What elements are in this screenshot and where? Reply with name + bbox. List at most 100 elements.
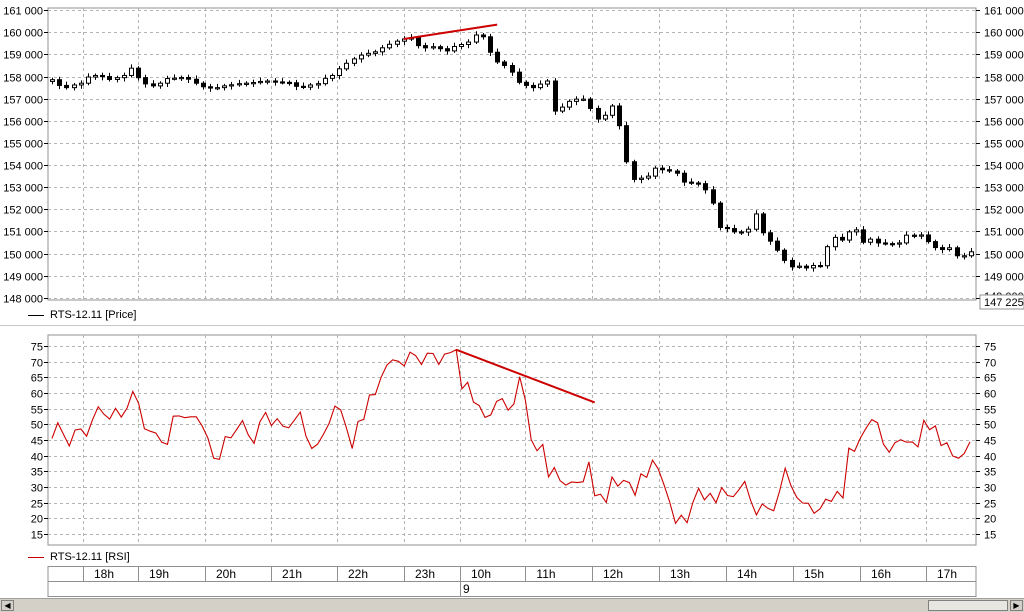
x-tick-label: 16h: [871, 567, 891, 581]
candle-body: [603, 114, 608, 120]
y-tick-label-left: 160 000: [3, 28, 43, 40]
candle-body: [280, 81, 285, 84]
candle-body: [588, 98, 593, 109]
x-tick-label: 14h: [737, 567, 757, 581]
candle-body: [876, 238, 881, 244]
candle-body: [646, 175, 651, 179]
candle-body: [833, 236, 838, 248]
candle-body: [79, 82, 84, 86]
candle-body: [488, 36, 493, 53]
candle-body: [273, 80, 278, 83]
candle-body: [86, 76, 91, 84]
candle-body: [782, 249, 787, 261]
candle-body: [366, 52, 371, 56]
candle-body: [495, 51, 500, 63]
y-tick-label-left: 30: [31, 483, 43, 495]
candle-body: [675, 170, 680, 174]
candle-body: [510, 65, 515, 73]
candle-body: [696, 182, 701, 185]
candle-body: [818, 264, 823, 268]
candle-body: [423, 45, 428, 49]
candle-body: [251, 82, 256, 85]
y-tick-label-left: 40: [31, 452, 43, 464]
y-tick-label-left: 155 000: [3, 139, 43, 151]
y-tick-label-right: 15: [984, 530, 996, 542]
y-tick-label-right: 149 000: [984, 272, 1024, 284]
candle-body: [711, 189, 716, 204]
y-tick-label-left: 20: [31, 514, 43, 526]
candle-body: [352, 58, 357, 64]
y-tick-label-left: 153 000: [3, 183, 43, 195]
y-tick-label-left: 151 000: [3, 227, 43, 239]
candle-body: [143, 77, 148, 85]
y-tick-label-right: 30: [984, 483, 996, 495]
x-tick-label: 13h: [670, 567, 690, 581]
candle-body: [316, 83, 321, 86]
y-tick-label-right: 161 000: [984, 6, 1024, 18]
candle-body: [804, 265, 809, 269]
candle-body: [797, 265, 802, 268]
x-tick-label: 23h: [415, 567, 435, 581]
candle-body: [538, 83, 543, 89]
candle-body: [380, 47, 385, 53]
y-tick-label-right: 50: [984, 420, 996, 432]
y-tick-label-left: 60: [31, 389, 43, 401]
candle-body: [201, 82, 206, 88]
y-tick-label-left: 35: [31, 467, 43, 479]
horizontal-scrollbar[interactable]: ◀ ▶: [0, 598, 1024, 612]
y-tick-label-left: 149 000: [3, 272, 43, 284]
candle-body: [861, 229, 866, 243]
scroll-right-arrow-icon[interactable]: ▶: [1010, 600, 1023, 611]
candle-body: [567, 100, 572, 108]
candle-body: [847, 231, 852, 241]
candle-body: [445, 48, 450, 52]
candle-body: [244, 82, 249, 85]
candle-body: [940, 247, 945, 251]
candle-body: [883, 242, 888, 245]
candle-body: [624, 125, 629, 163]
candle-body: [581, 98, 586, 101]
y-tick-label-right: 150 000: [984, 250, 1024, 262]
scroll-thumb[interactable]: [928, 600, 1008, 611]
price-legend: RTS-12.11 [Price]: [0, 307, 1024, 323]
price-legend-line-icon: [28, 314, 44, 316]
candle-body: [962, 255, 967, 258]
candle-body: [265, 80, 270, 83]
y-tick-label-right: 55: [984, 405, 996, 417]
x-tick-label: 11h: [536, 567, 555, 581]
candle-body: [854, 229, 859, 233]
candle-body: [517, 71, 522, 83]
scroll-left-arrow-icon[interactable]: ◀: [1, 600, 14, 611]
candle-body: [545, 80, 550, 85]
candle-body: [452, 45, 457, 52]
x-tick-label: 12h: [603, 567, 623, 581]
y-tick-label-right: 35: [984, 467, 996, 479]
candle-body: [481, 34, 486, 38]
x-tick-label: 17h: [937, 567, 957, 581]
candle-body: [57, 79, 62, 86]
candle-body: [524, 81, 529, 86]
candle-body: [136, 67, 141, 79]
candle-body: [258, 80, 263, 84]
y-tick-label-left: 157 000: [3, 95, 43, 107]
y-tick-label-right: 152 000: [984, 205, 1024, 217]
candle-body: [229, 84, 234, 87]
candle-body: [667, 169, 672, 172]
candle-body: [610, 105, 615, 116]
candle-body: [632, 161, 637, 180]
last-value-box: [979, 294, 1024, 310]
candle-body: [151, 83, 156, 87]
candle-body: [725, 226, 730, 230]
candle-body: [107, 76, 112, 80]
y-tick-label-right: 156 000: [984, 117, 1024, 129]
y-tick-label-right: 155 000: [984, 139, 1024, 151]
candle-body: [660, 167, 665, 171]
plot-frame: [47, 7, 977, 301]
day-label: 9: [463, 582, 470, 596]
candle-body: [919, 234, 924, 237]
y-tick-label-right: 151 000: [984, 227, 1024, 239]
y-tick-label-left: 45: [31, 436, 43, 448]
candle-body: [739, 231, 744, 234]
price-trendline: [403, 23, 498, 40]
